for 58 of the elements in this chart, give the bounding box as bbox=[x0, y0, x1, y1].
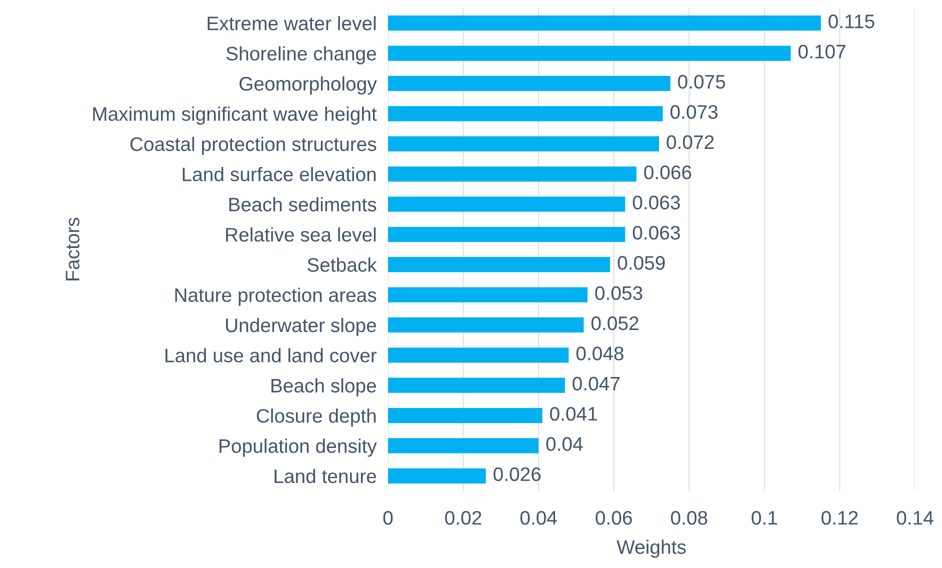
bar bbox=[388, 106, 663, 122]
x-tick-label: 0.06 bbox=[596, 510, 632, 525]
y-tick-label: Shoreline change bbox=[226, 46, 376, 64]
data-label: 0.047 bbox=[572, 376, 620, 391]
bar bbox=[388, 257, 610, 272]
y-tick-label: Maximum significant wave height bbox=[93, 106, 377, 125]
data-label: 0.107 bbox=[798, 44, 846, 58]
y-tick-label: Geomorphology bbox=[240, 76, 377, 95]
y-tick-label: Land surface elevation bbox=[182, 166, 376, 182]
bar bbox=[388, 438, 539, 454]
data-label: 0.063 bbox=[632, 196, 680, 210]
y-tick-label: Underwater slope bbox=[226, 318, 376, 336]
bar bbox=[388, 16, 821, 31]
x-tick-label: 0.02 bbox=[445, 510, 482, 525]
x-tick-label: 0.08 bbox=[670, 510, 708, 525]
y-tick-label: Closure depth bbox=[256, 408, 376, 427]
bar bbox=[388, 408, 542, 424]
data-label: 0.041 bbox=[550, 406, 597, 421]
y-tick-label: Land use and land cover bbox=[166, 348, 377, 362]
data-label: 0.052 bbox=[591, 316, 638, 330]
bar bbox=[388, 136, 660, 152]
y-tick-label: Population density bbox=[220, 438, 377, 457]
bar bbox=[388, 46, 791, 61]
data-label: 0.075 bbox=[678, 74, 726, 89]
x-tick-label: 0.04 bbox=[520, 510, 557, 525]
bar bbox=[388, 317, 584, 333]
bar bbox=[388, 196, 626, 212]
y-tick-label: Relative sea level bbox=[226, 227, 376, 242]
x-tick-label: 0.1 bbox=[752, 510, 777, 525]
bar bbox=[388, 287, 588, 302]
y-tick-label: Land tenure bbox=[274, 468, 376, 484]
y-tick-label: Nature protection areas bbox=[175, 288, 376, 306]
bar bbox=[388, 76, 670, 92]
y-axis-title: Factors bbox=[66, 218, 80, 280]
data-label: 0.048 bbox=[576, 346, 624, 360]
bar bbox=[388, 348, 569, 363]
x-tick-label: 0.14 bbox=[896, 510, 934, 525]
bar bbox=[388, 226, 626, 242]
data-label: 0.059 bbox=[618, 256, 665, 270]
bar bbox=[388, 166, 636, 182]
x-tick-label: 0 bbox=[383, 510, 393, 525]
data-label: 0.073 bbox=[670, 105, 718, 119]
y-tick-label: Beach slope bbox=[271, 378, 376, 396]
y-tick-label: Extreme water level bbox=[208, 16, 376, 30]
bar bbox=[388, 468, 486, 484]
data-label: 0.063 bbox=[632, 226, 680, 240]
data-label: 0.026 bbox=[494, 467, 541, 482]
data-label: 0.04 bbox=[546, 437, 583, 451]
x-tick-label: 0.12 bbox=[822, 510, 858, 525]
y-tick-label: Coastal protection structures bbox=[130, 136, 376, 155]
bar bbox=[388, 378, 565, 393]
y-tick-label: Setback bbox=[308, 258, 377, 272]
y-tick-label: Beach sediments bbox=[229, 197, 376, 212]
data-label: 0.115 bbox=[828, 14, 874, 28]
x-axis-title: Weights bbox=[616, 540, 686, 558]
data-label: 0.053 bbox=[595, 286, 642, 300]
data-label: 0.066 bbox=[644, 165, 692, 180]
data-label: 0.072 bbox=[666, 135, 714, 150]
